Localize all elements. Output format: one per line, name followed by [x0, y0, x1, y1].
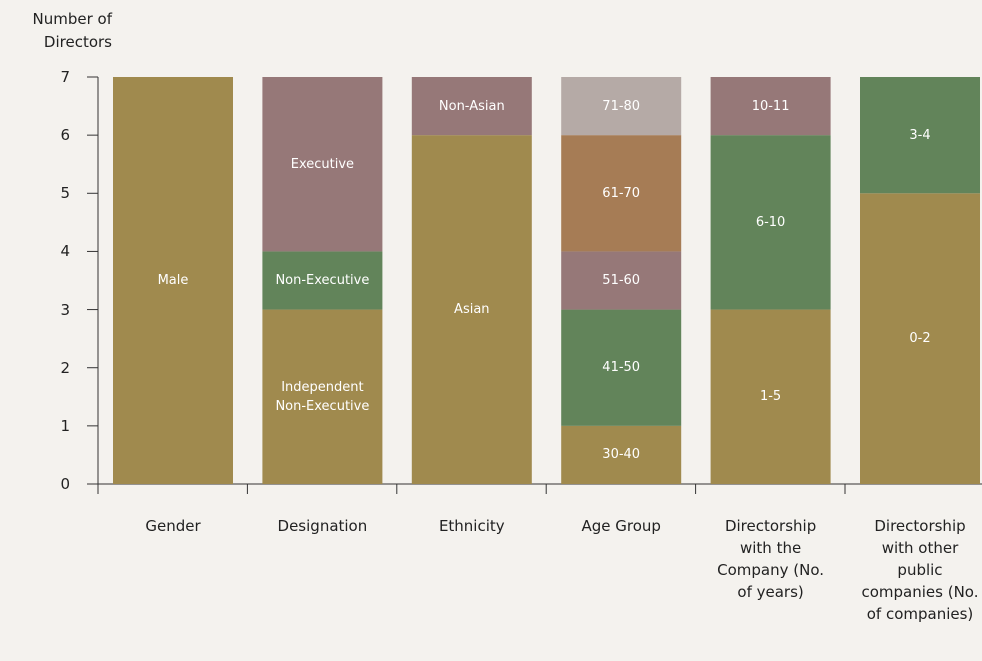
y-tick-label: 4	[60, 242, 70, 261]
x-tick-label: Age Group	[581, 517, 661, 535]
bar-segment	[561, 251, 682, 310]
segment-label: 10-11	[751, 98, 790, 114]
segment-label: Non-Executive	[275, 272, 370, 288]
segment-label: 0-2	[909, 331, 931, 347]
bar-segment	[860, 77, 980, 194]
x-tick-label: Designation	[277, 517, 368, 535]
y-tick-label: 1	[60, 416, 70, 435]
bar-segment	[860, 193, 980, 485]
bar-segment	[262, 77, 383, 252]
bar-segment	[262, 309, 383, 484]
segment-label: 71-80	[602, 98, 641, 114]
y-tick-label: 5	[60, 184, 70, 203]
segment-label: Executive	[290, 156, 355, 172]
bar-segment	[710, 77, 831, 136]
segment-label: Male	[157, 273, 189, 288]
y-tick-label: 7	[60, 68, 70, 86]
bar-segment	[113, 77, 233, 484]
segment-label: Independent Non-Executive	[275, 379, 370, 414]
x-tick-label: Directorship with the Company (No. of ye…	[717, 517, 825, 601]
y-tick-label: 0	[60, 475, 70, 493]
segment-label: 1-5	[759, 389, 782, 405]
segment-label: Non-Asian	[438, 98, 505, 114]
y-tick-label: 6	[60, 126, 70, 145]
segment-label: 3-4	[909, 127, 931, 143]
bar-segment	[561, 425, 682, 484]
bar-segment	[561, 309, 682, 426]
bar-segment	[710, 309, 831, 484]
bar-segment	[411, 135, 532, 484]
bar-segment	[710, 135, 831, 310]
segment-label: 41-50	[602, 360, 641, 376]
segment-label: Asian	[454, 302, 490, 318]
bar-segment	[411, 77, 532, 136]
segment-label: 6-10	[755, 214, 786, 230]
bar-segment	[561, 77, 682, 136]
segment-label: 51-60	[602, 272, 641, 288]
bar-segment	[262, 251, 383, 310]
segment-label: 61-70	[602, 185, 641, 201]
x-tick-label: Ethnicity	[438, 517, 505, 535]
y-tick-label: 3	[60, 300, 70, 319]
x-tick-label: Gender	[145, 517, 201, 535]
bar-segment	[561, 135, 682, 252]
segment-label: 30-40	[602, 447, 641, 463]
y-axis-label: Number of Directors	[32, 10, 112, 51]
x-tick-label: Directorship with other public companies…	[861, 517, 979, 623]
y-tick-label: 2	[60, 358, 70, 377]
